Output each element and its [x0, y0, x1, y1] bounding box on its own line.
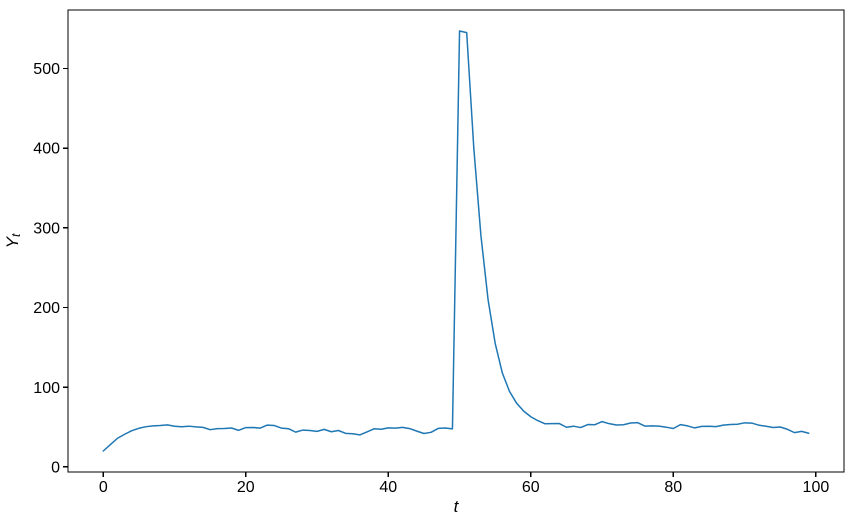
svg-text:20: 20: [237, 479, 255, 496]
svg-text:500: 500: [33, 61, 60, 78]
svg-text:300: 300: [33, 220, 60, 237]
svg-text:80: 80: [664, 479, 682, 496]
svg-text:0: 0: [51, 460, 60, 477]
svg-text:400: 400: [33, 141, 60, 158]
svg-text:0: 0: [99, 479, 108, 496]
svg-text:200: 200: [33, 300, 60, 317]
svg-text:100: 100: [803, 479, 830, 496]
svg-text:40: 40: [379, 479, 397, 496]
svg-text:60: 60: [522, 479, 540, 496]
svg-text:100: 100: [33, 380, 60, 397]
